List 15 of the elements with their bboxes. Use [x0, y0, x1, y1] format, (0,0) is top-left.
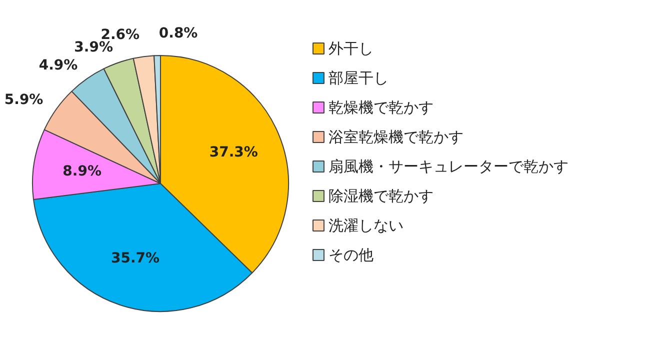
- legend-label: 外干し: [328, 40, 374, 58]
- legend-label: 部屋干し: [328, 69, 388, 87]
- data-label: 0.8%: [158, 26, 198, 42]
- data-label: 35.7%: [110, 250, 160, 267]
- legend-label: 扇風機・サーキュレーターで乾かす: [328, 158, 568, 176]
- legend-label: 洗濯しない: [328, 216, 404, 234]
- legend-label: 乾燥機で乾かす: [328, 98, 434, 116]
- data-label: 37.3%: [209, 144, 258, 161]
- data-label: 3.9%: [74, 40, 113, 56]
- legend-label: 浴室乾燥機で乾かす: [328, 128, 464, 146]
- data-label: 4.9%: [38, 58, 78, 74]
- legend-label: 除湿機で乾かす: [328, 187, 434, 205]
- legend-label: その他: [328, 246, 374, 264]
- data-label: 8.9%: [62, 163, 102, 180]
- data-label: 5.9%: [4, 92, 44, 108]
